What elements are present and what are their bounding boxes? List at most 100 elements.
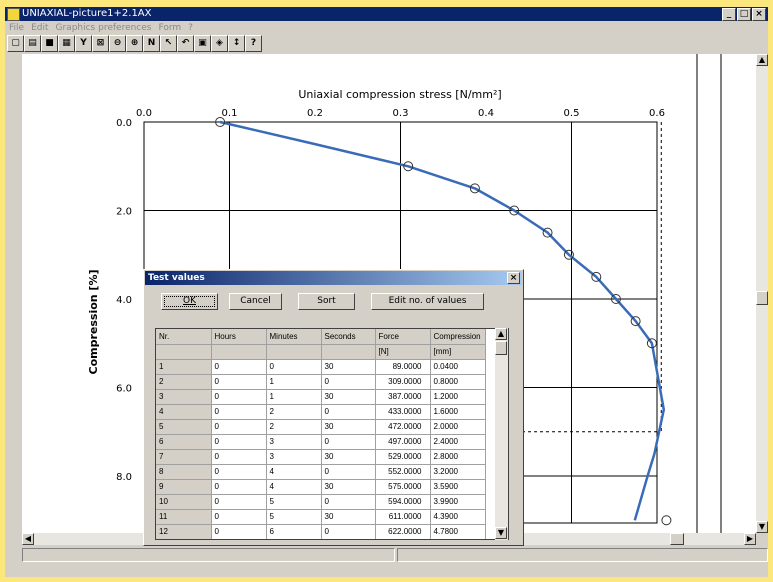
sort-button[interactable]: Sort <box>298 293 355 310</box>
grid-cell[interactable]: 0 <box>211 434 267 450</box>
pointer-icon[interactable]: ↖ <box>160 35 177 52</box>
grid-cell[interactable]: Minutes <box>266 329 322 345</box>
grid-cell[interactable]: 4 <box>266 479 322 495</box>
grid-cell[interactable]: 3 <box>266 434 322 450</box>
grid-cell[interactable]: 611.0000 <box>375 509 431 525</box>
grid-cell[interactable]: 0 <box>211 449 267 465</box>
table-row[interactable]: 10 0 5 0 594.0000 3.9900 <box>156 494 486 510</box>
grid-cell[interactable]: 2.4000 <box>430 434 486 450</box>
grid-cell[interactable]: 3.2000 <box>430 464 486 480</box>
grid-cell[interactable]: 0 <box>211 404 267 420</box>
menu-help[interactable]: ? <box>188 23 193 33</box>
grid-scroll-up-icon[interactable]: ▲ <box>495 328 507 340</box>
grid-cell[interactable]: 1 <box>266 374 322 390</box>
grid-cell[interactable]: Compression <box>430 329 486 345</box>
cancel-button[interactable]: Cancel <box>229 293 282 310</box>
grid-cell[interactable]: 0 <box>211 464 267 480</box>
grid-cell[interactable]: 0 <box>321 464 376 480</box>
menu-file[interactable]: File <box>9 23 25 33</box>
grid-cell[interactable]: 5 <box>266 509 322 525</box>
dialog-close-icon[interactable]: × <box>507 272 520 284</box>
scroll-right-icon[interactable]: ▶ <box>744 533 756 545</box>
minimize-button[interactable]: _ <box>722 8 736 21</box>
table-row[interactable]: 9 0 4 30 575.0000 3.5900 <box>156 479 486 495</box>
grid-cell[interactable]: 0 <box>211 374 267 390</box>
grid-cell[interactable]: 30 <box>321 449 376 465</box>
hscroll-thumb[interactable] <box>670 533 684 545</box>
grid-cell[interactable]: 309.0000 <box>375 374 431 390</box>
export-icon[interactable]: ◈ <box>211 35 228 52</box>
grid-scroll-thumb[interactable] <box>495 341 507 355</box>
grid-cell[interactable]: 0 <box>321 524 376 539</box>
grid-cell[interactable]: 30 <box>321 509 376 525</box>
grid-cell[interactable]: [N] <box>375 344 431 360</box>
grid-cell[interactable]: 497.0000 <box>375 434 431 450</box>
grid-cell[interactable]: 0 <box>211 359 267 375</box>
open-folder-icon[interactable]: ▤ <box>24 35 41 52</box>
grid-cell[interactable]: 30 <box>321 389 376 405</box>
ok-button[interactable]: OK <box>161 293 218 310</box>
grid-cell[interactable]: 0 <box>211 479 267 495</box>
grid-units-row[interactable]: [N] [mm] <box>156 344 486 360</box>
grid-cell[interactable]: 0 <box>321 494 376 510</box>
grid-cell[interactable]: 0 <box>211 419 267 435</box>
edit-no-of-values-button[interactable]: Edit no. of values <box>371 293 484 310</box>
grid-cell[interactable]: 0 <box>211 494 267 510</box>
grid-cell[interactable]: 4.3900 <box>430 509 486 525</box>
grid-cell[interactable]: 387.0000 <box>375 389 431 405</box>
undo-icon[interactable]: ↶ <box>177 35 194 52</box>
grid-cell[interactable]: 0 <box>211 524 267 539</box>
table-row[interactable]: 12 0 6 0 622.0000 4.7800 <box>156 524 486 539</box>
grid-cell[interactable]: 6 <box>266 524 322 539</box>
grid-cell[interactable]: 472.0000 <box>375 419 431 435</box>
table-row[interactable]: 5 0 2 30 472.0000 2.0000 <box>156 419 486 435</box>
grid-cell[interactable]: Force <box>375 329 431 345</box>
grid-cell[interactable]: 1.6000 <box>430 404 486 420</box>
grid-cell[interactable]: 30 <box>321 479 376 495</box>
grid-cell[interactable]: 1 <box>266 389 322 405</box>
scroll-left-icon[interactable]: ◀ <box>22 533 34 545</box>
grid-cell[interactable]: 2 <box>266 419 322 435</box>
grid-cell[interactable] <box>266 344 322 360</box>
grid-cell[interactable]: 30 <box>321 419 376 435</box>
table-row[interactable]: 11 0 5 30 611.0000 4.3900 <box>156 509 486 525</box>
grid-scroll-down-icon[interactable]: ▼ <box>495 527 507 539</box>
grid-cell[interactable] <box>211 344 267 360</box>
grid-cell[interactable]: 0 <box>321 434 376 450</box>
new-file-icon[interactable]: ▢ <box>7 35 24 52</box>
print-icon[interactable]: ▦ <box>58 35 75 52</box>
grid-cell[interactable]: 552.0000 <box>375 464 431 480</box>
table-row[interactable]: 6 0 3 0 497.0000 2.4000 <box>156 434 486 450</box>
grid-cell[interactable]: 0 <box>211 389 267 405</box>
grid-cell[interactable]: 0.8000 <box>430 374 486 390</box>
zoom-out-icon[interactable]: ⊖ <box>109 35 126 52</box>
filter-icon[interactable]: Y <box>75 35 92 52</box>
grid-cell[interactable]: 433.0000 <box>375 404 431 420</box>
grid-cell[interactable]: 4.7800 <box>430 524 486 539</box>
grid-cell[interactable]: 0 <box>321 404 376 420</box>
grid-cell[interactable]: 30 <box>321 359 376 375</box>
save-icon[interactable]: ■ <box>41 35 58 52</box>
test-values-grid[interactable]: Nr. Hours Minutes Seconds Force Compression [N… <box>155 328 509 540</box>
image-icon[interactable]: ▣ <box>194 35 211 52</box>
grid-cell[interactable]: 2.8000 <box>430 449 486 465</box>
grid-cell[interactable]: 575.0000 <box>375 479 431 495</box>
grid-cell[interactable]: 0 <box>211 509 267 525</box>
grid-cell[interactable]: 594.0000 <box>375 494 431 510</box>
table-row[interactable]: 1 0 0 30 89.0000 0.0400 <box>156 359 486 375</box>
grid-header-row[interactable]: Nr. Hours Minutes Seconds Force Compression <box>156 329 486 345</box>
table-row[interactable]: 4 0 2 0 433.0000 1.6000 <box>156 404 486 420</box>
close-button[interactable]: × <box>752 8 766 21</box>
menu-form[interactable]: Form <box>158 23 182 33</box>
grid-scrollbar[interactable]: ▲ ▼ <box>495 328 508 540</box>
table-row[interactable]: 8 0 4 0 552.0000 3.2000 <box>156 464 486 480</box>
grid-cell[interactable]: Seconds <box>321 329 376 345</box>
table-row[interactable]: 7 0 3 30 529.0000 2.8000 <box>156 449 486 465</box>
updown-icon[interactable]: ↕ <box>228 35 245 52</box>
grid-cell[interactable]: 3.9900 <box>430 494 486 510</box>
help-icon[interactable]: ? <box>245 35 262 52</box>
table-row[interactable]: 3 0 1 30 387.0000 1.2000 <box>156 389 486 405</box>
grid-cell[interactable]: 3.5900 <box>430 479 486 495</box>
menu-graphics-preferences[interactable]: Graphics preferences <box>55 23 152 33</box>
table-row[interactable]: 2 0 1 0 309.0000 0.8000 <box>156 374 486 390</box>
